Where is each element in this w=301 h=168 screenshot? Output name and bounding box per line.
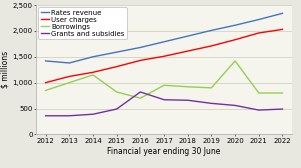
Grants and subsidies xyxy=(115,108,119,110)
Borrowings xyxy=(162,84,166,86)
Rates revenue xyxy=(115,51,119,53)
Rates revenue xyxy=(257,18,261,20)
Borrowings xyxy=(138,97,142,99)
Borrowings xyxy=(186,86,190,88)
User charges xyxy=(67,75,71,77)
Borrowings xyxy=(209,87,213,89)
Borrowings xyxy=(257,92,261,94)
Legend: Rates revenue, User charges, Borrowings, Grants and subsidies: Rates revenue, User charges, Borrowings,… xyxy=(38,7,127,39)
Borrowings xyxy=(44,89,47,91)
Borrowings xyxy=(115,91,119,93)
Rates revenue xyxy=(186,35,190,37)
User charges xyxy=(138,59,142,61)
Grants and subsidies xyxy=(67,115,71,117)
Grants and subsidies xyxy=(44,115,47,117)
Grants and subsidies xyxy=(138,91,142,93)
User charges xyxy=(257,32,261,34)
Rates revenue xyxy=(138,47,142,49)
User charges xyxy=(162,55,166,57)
Grants and subsidies xyxy=(91,113,95,115)
User charges xyxy=(281,28,284,30)
Line: Grants and subsidies: Grants and subsidies xyxy=(45,92,283,116)
Grants and subsidies xyxy=(209,102,213,104)
Rates revenue xyxy=(209,29,213,31)
User charges xyxy=(115,66,119,68)
X-axis label: Financial year ending 30 June: Financial year ending 30 June xyxy=(107,147,221,156)
Rates revenue xyxy=(44,60,47,62)
Y-axis label: $ millions: $ millions xyxy=(1,51,10,88)
Line: Borrowings: Borrowings xyxy=(45,61,283,98)
Borrowings xyxy=(91,74,95,76)
Grants and subsidies xyxy=(162,99,166,101)
Borrowings xyxy=(281,92,284,94)
Grants and subsidies xyxy=(233,104,237,107)
Grants and subsidies xyxy=(257,109,261,111)
User charges xyxy=(91,71,95,73)
Rates revenue xyxy=(281,12,284,14)
Grants and subsidies xyxy=(186,99,190,101)
Borrowings xyxy=(233,60,237,62)
Line: User charges: User charges xyxy=(45,29,283,83)
User charges xyxy=(209,45,213,47)
User charges xyxy=(233,39,237,41)
Borrowings xyxy=(67,82,71,84)
Rates revenue xyxy=(162,41,166,43)
Rates revenue xyxy=(91,56,95,58)
Line: Rates revenue: Rates revenue xyxy=(45,13,283,63)
Rates revenue xyxy=(67,62,71,64)
Grants and subsidies xyxy=(281,108,284,110)
User charges xyxy=(44,82,47,84)
User charges xyxy=(186,50,190,52)
Rates revenue xyxy=(233,24,237,26)
